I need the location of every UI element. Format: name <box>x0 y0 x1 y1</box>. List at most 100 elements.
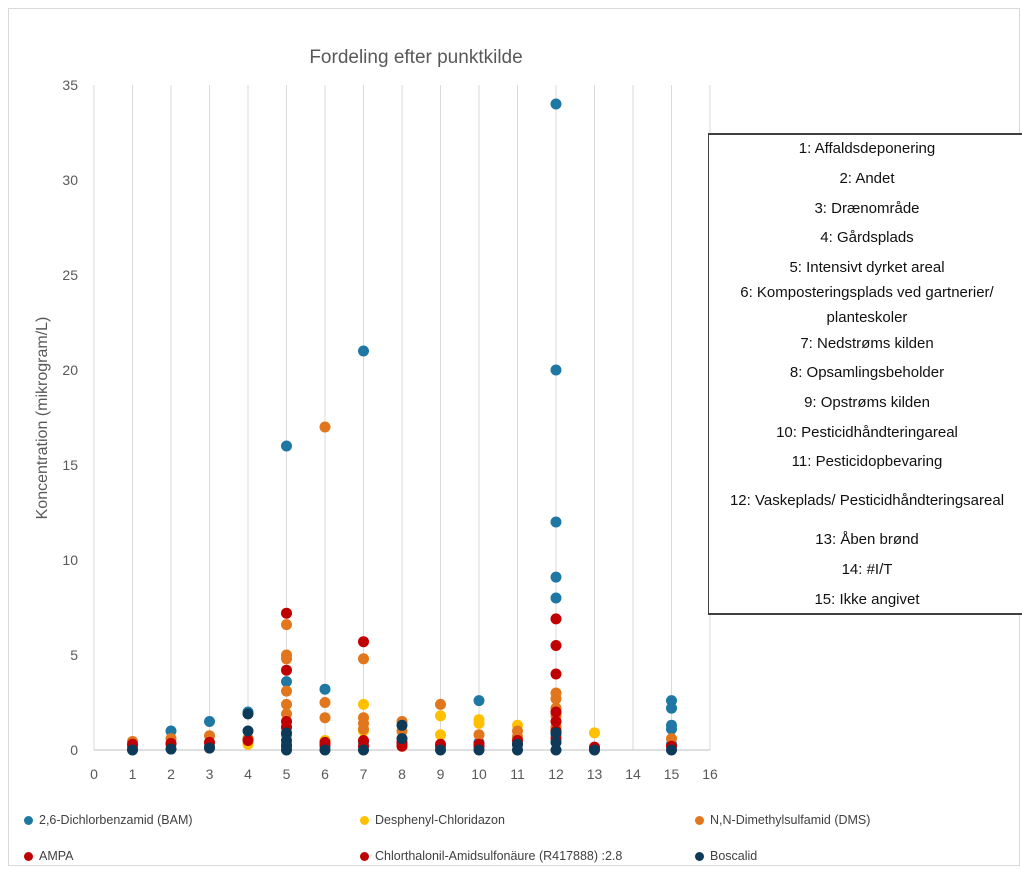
legend-item-ampa: AMPA <box>24 849 74 863</box>
key-item: 10: Pesticidhåndteringareal <box>776 424 958 441</box>
key-item: planteskoler <box>826 309 908 326</box>
data-point-boscalid <box>165 743 177 755</box>
data-point-dms <box>281 708 292 720</box>
x-tick-label: 13 <box>587 766 603 782</box>
data-point-dms <box>473 729 485 741</box>
data-point-bam <box>666 723 677 735</box>
data-point-bam <box>550 592 562 604</box>
chart-title: Fordeling efter punktkilde <box>309 47 522 68</box>
key-item: 14: #I/T <box>841 561 893 578</box>
data-point-dms <box>281 685 292 697</box>
x-tick-label: 9 <box>437 766 445 782</box>
y-axis-title: Koncentration (mikrogram/L) <box>34 317 51 520</box>
data-point-boscalid <box>435 744 446 756</box>
data-point-boscalid <box>242 725 254 737</box>
data-point-bam <box>666 695 677 707</box>
data-point-bam <box>358 345 369 357</box>
data-point-boscalid <box>550 736 562 748</box>
data-point-dms <box>358 653 369 665</box>
legend-marker <box>360 852 369 861</box>
x-tick-label: 12 <box>548 766 564 782</box>
key-item: 3: Drænområde <box>814 200 920 217</box>
data-point-boscalid <box>358 744 369 756</box>
x-tick-label: 0 <box>90 766 98 782</box>
series-desphenyl <box>242 698 600 750</box>
data-point-dms <box>281 619 292 631</box>
x-tick-label: 1 <box>129 766 137 782</box>
legend-item-chlorthalonil: Chlorthalonil-Amidsulfonäure (R417888) :… <box>360 849 622 863</box>
data-point-boscalid <box>127 744 138 756</box>
x-tick-label: 2 <box>167 766 175 782</box>
x-tick-label: 10 <box>471 766 487 782</box>
data-point-bam <box>165 725 177 737</box>
y-tick-label: 35 <box>62 77 78 93</box>
data-point-chlorthalonil <box>550 716 562 727</box>
series-dms <box>127 421 677 747</box>
data-point-ampa <box>358 636 369 648</box>
y-tick-label: 0 <box>70 742 78 758</box>
data-point-boscalid <box>396 719 408 731</box>
legend-item-boscalid: Boscalid <box>695 849 757 863</box>
data-point-dms <box>281 653 292 665</box>
data-point-ampa <box>242 735 254 746</box>
x-tick-label: 8 <box>398 766 406 782</box>
legend-marker <box>24 816 33 825</box>
x-tick-label: 4 <box>244 766 252 782</box>
data-point-bam <box>550 98 562 110</box>
legend-label: N,N-Dimethylsulfamid (DMS) <box>710 813 871 827</box>
x-tick-label: 15 <box>664 766 680 782</box>
data-point-desphenyl <box>589 727 600 739</box>
data-point-bam <box>550 364 562 376</box>
data-point-desphenyl <box>358 698 369 710</box>
legend-item-dms: N,N-Dimethylsulfamid (DMS) <box>695 813 870 827</box>
x-tick-label: 5 <box>283 766 291 782</box>
data-point-dms <box>319 712 331 724</box>
data-point-desphenyl <box>435 729 446 741</box>
data-point-boscalid <box>281 744 292 756</box>
data-point-dms <box>319 421 331 433</box>
legend-item-desphenyl: Desphenyl-Chloridazon <box>360 813 505 827</box>
data-point-desphenyl <box>473 717 485 729</box>
x-tick-label: 16 <box>702 766 718 782</box>
data-point-ampa <box>550 706 562 718</box>
data-point-boscalid <box>550 744 562 756</box>
legend-marker <box>24 852 33 861</box>
key-item: 13: Åben brønd <box>815 531 919 548</box>
data-point-boscalid <box>550 727 562 739</box>
y-tick-labels: 0 5 10 15 20 25 30 35 <box>62 77 78 758</box>
data-point-boscalid <box>473 744 485 756</box>
data-point-boscalid <box>589 744 600 756</box>
key-item: 9: Opstrøms kilden <box>804 394 930 411</box>
data-point-ampa <box>550 640 562 651</box>
data-point-boscalid <box>319 744 331 756</box>
data-point-ampa <box>281 607 292 619</box>
data-point-dms <box>550 693 562 705</box>
data-point-bam <box>281 676 292 688</box>
data-point-dms <box>319 697 331 708</box>
data-points <box>127 98 677 756</box>
data-point-boscalid <box>242 708 254 720</box>
data-point-boscalid <box>396 733 408 745</box>
legend-label: AMPA <box>39 849 74 863</box>
legend-marker <box>360 816 369 825</box>
data-point-ampa <box>550 613 562 625</box>
key-item: 5: Intensivt dyrket areal <box>789 259 945 276</box>
x-tick-label: 14 <box>625 766 641 782</box>
data-point-bam <box>281 440 292 452</box>
y-tick-label: 20 <box>62 362 78 378</box>
data-point-bam <box>666 702 677 714</box>
data-point-chlorthalonil <box>396 740 408 752</box>
data-point-ampa <box>550 668 562 680</box>
data-point-dms <box>666 733 677 745</box>
data-point-ampa <box>281 664 292 676</box>
legend-marker <box>695 852 704 861</box>
x-tick-label: 11 <box>510 766 525 782</box>
key-item: 11: Pesticidopbevaring <box>791 453 943 470</box>
series-boscalid <box>127 708 677 756</box>
data-point-dms <box>358 723 369 735</box>
data-point-boscalid <box>512 744 523 756</box>
legend-item-bam: 2,6-Dichlorbenzamid (BAM) <box>24 813 193 827</box>
key-item: 2: Andet <box>839 170 895 187</box>
key-item: 4: Gårdsplads <box>820 229 914 246</box>
